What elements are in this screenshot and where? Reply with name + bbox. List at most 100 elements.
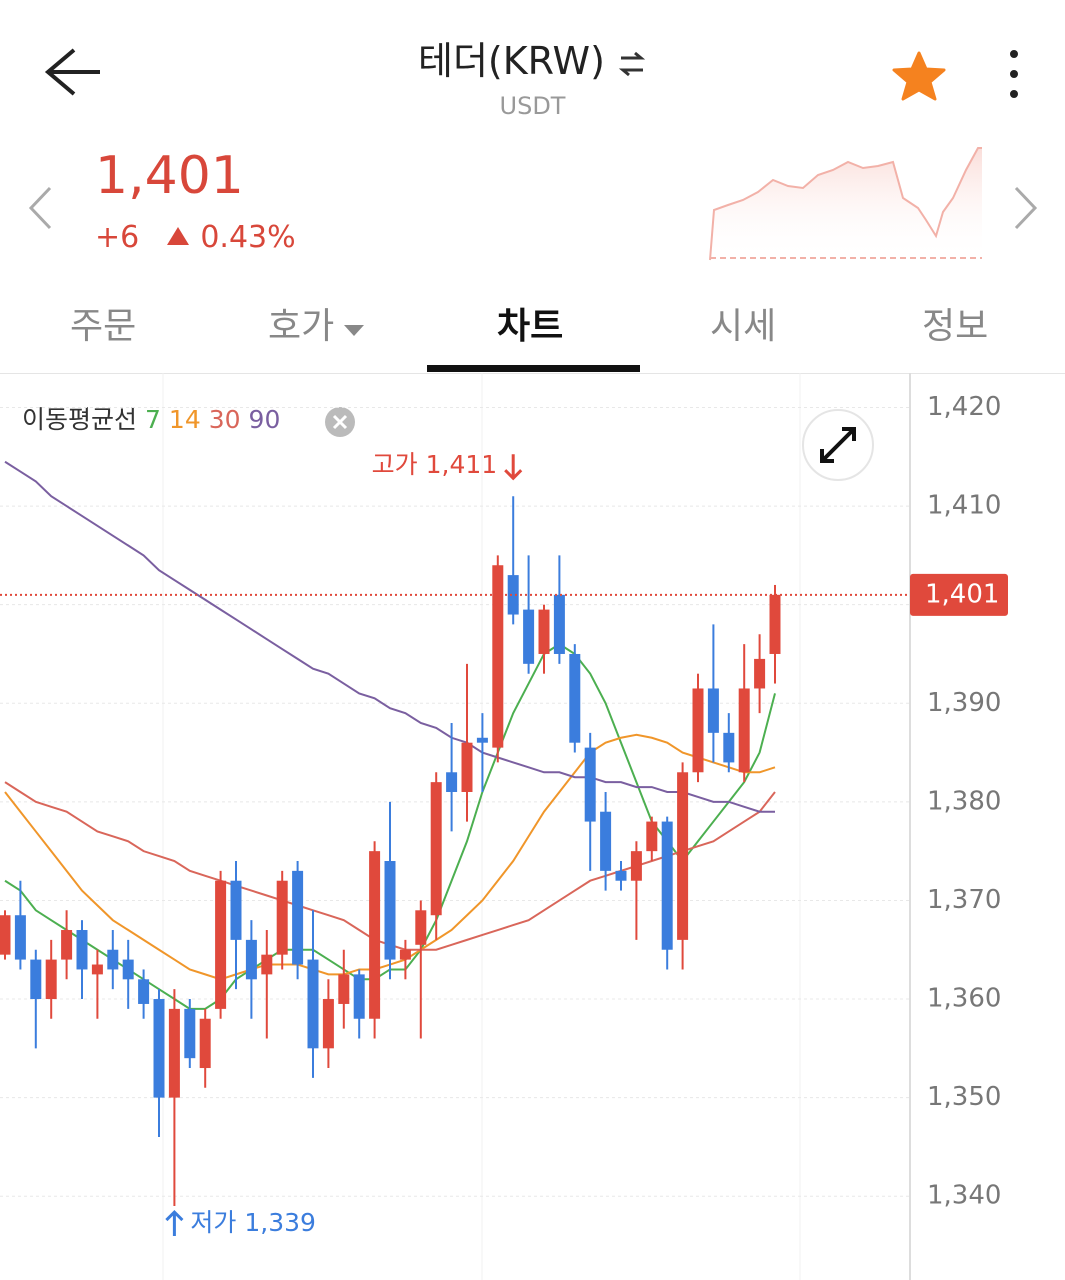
candle-body xyxy=(168,1008,180,1098)
candle-body xyxy=(261,954,273,975)
swap-icon[interactable] xyxy=(617,49,647,79)
back-button[interactable] xyxy=(44,44,104,100)
favorite-star[interactable] xyxy=(890,50,948,102)
candle-body xyxy=(0,915,11,955)
tab[interactable]: 시세 xyxy=(710,306,777,347)
price-change-row: +6 0.43% xyxy=(95,220,296,255)
candle-body xyxy=(584,747,596,822)
y-tick-label: 1,390 xyxy=(927,688,1001,718)
candle-body xyxy=(446,772,458,792)
candle-body xyxy=(184,1008,196,1059)
ma-line xyxy=(4,460,775,813)
sparkline xyxy=(709,147,982,261)
tab-label: 호가 xyxy=(268,306,335,347)
y-tick-label: 1,350 xyxy=(927,1082,1001,1112)
candle-body xyxy=(14,915,26,960)
subtitle: USDT xyxy=(499,92,566,120)
candle-body xyxy=(245,939,257,980)
candle-body xyxy=(507,575,519,615)
candle-body xyxy=(122,959,134,980)
y-tick-label: 1,370 xyxy=(927,885,1001,915)
candle-body xyxy=(723,732,735,763)
candle-body xyxy=(399,949,411,960)
candle-body xyxy=(707,688,719,733)
tab-bar: 주문 호가 차트 시세 정보 xyxy=(0,295,1065,374)
tab-active[interactable]: 차트 xyxy=(497,306,564,347)
price-change: +6 xyxy=(95,220,140,255)
y-tick-label: 1,360 xyxy=(927,984,1001,1014)
y-tick-label: 1,420 xyxy=(927,392,1001,422)
candle-body xyxy=(307,959,319,1049)
candle-body xyxy=(215,880,227,1009)
y-tick-label: 1,410 xyxy=(927,491,1001,521)
tab[interactable]: 주문 xyxy=(70,306,137,347)
candle-body xyxy=(630,851,642,881)
candle-body xyxy=(661,821,673,950)
tab-indicator xyxy=(427,365,640,372)
candle-body xyxy=(61,930,73,960)
candle-body xyxy=(369,851,381,1019)
candle-body xyxy=(492,565,504,748)
candle-body xyxy=(677,772,689,940)
legend-title: 이동평균선 xyxy=(22,405,137,434)
high-label: 고가 1,411 xyxy=(372,450,498,479)
candle-body xyxy=(276,880,288,955)
ma-legend: 이동평균선 7 14 30 90 xyxy=(22,405,280,434)
current-price-label: 1,401 xyxy=(925,579,999,609)
candle-body xyxy=(322,999,334,1049)
expand-icon xyxy=(820,427,856,463)
candle-body xyxy=(430,782,442,916)
legend-entry: 7 xyxy=(145,405,161,434)
next-button[interactable] xyxy=(1010,185,1040,231)
candle-body xyxy=(153,999,165,1098)
candle-body xyxy=(692,688,704,773)
title-row: 테더(KRW) xyxy=(0,30,1065,85)
current-price-tag xyxy=(910,573,1008,616)
candle-body xyxy=(523,609,535,664)
candle-body xyxy=(600,811,612,871)
tab[interactable]: 정보 xyxy=(922,306,989,347)
candle-body xyxy=(769,594,781,654)
tab[interactable]: 호가 xyxy=(268,297,366,349)
candle-body xyxy=(615,870,627,881)
prev-button[interactable] xyxy=(26,185,56,231)
candle-body xyxy=(353,974,365,1019)
up-triangle xyxy=(166,227,189,245)
y-tick-label: 1,380 xyxy=(927,786,1001,816)
more-menu[interactable] xyxy=(1000,48,1028,102)
candle-body xyxy=(461,742,473,792)
candle-body xyxy=(646,821,658,852)
candle-body xyxy=(76,930,88,970)
price-change-rate: 0.43% xyxy=(200,220,296,255)
candle-body xyxy=(138,979,150,1004)
candle-body xyxy=(476,737,488,743)
dropdown-icon xyxy=(344,325,365,336)
candle-body xyxy=(292,870,304,965)
candle-body xyxy=(754,658,766,689)
legend-close-x xyxy=(332,414,348,430)
candle-body xyxy=(230,880,242,940)
price: 1,401 xyxy=(95,146,244,206)
candle-body xyxy=(338,974,350,1004)
low-label: 저가 1,339 xyxy=(190,1208,316,1237)
candle-body xyxy=(199,1018,211,1069)
legend-entry: 90 xyxy=(249,405,281,434)
high-arrow xyxy=(504,454,523,481)
title: 테더(KRW) xyxy=(417,39,605,83)
candle-body xyxy=(553,594,565,654)
candle-body xyxy=(107,949,119,970)
legend-entry: 30 xyxy=(209,405,241,434)
candle-body xyxy=(384,861,396,960)
candle-body xyxy=(91,964,103,975)
candle-body xyxy=(415,910,427,945)
candle-body xyxy=(30,959,42,1000)
legend-entry: 14 xyxy=(169,405,201,434)
candle-body xyxy=(538,609,550,654)
y-tick-label: 1,340 xyxy=(927,1181,1001,1211)
candle-body xyxy=(45,959,57,1000)
chart: 이동평균선 7 14 30 90 1,340 1,350 1,360 1,370 1,380 1,… xyxy=(0,373,1008,1280)
candle-body xyxy=(738,688,750,773)
legend: 이동평균선 7 14 30 90 xyxy=(22,405,280,434)
low-arrow xyxy=(165,1209,184,1237)
